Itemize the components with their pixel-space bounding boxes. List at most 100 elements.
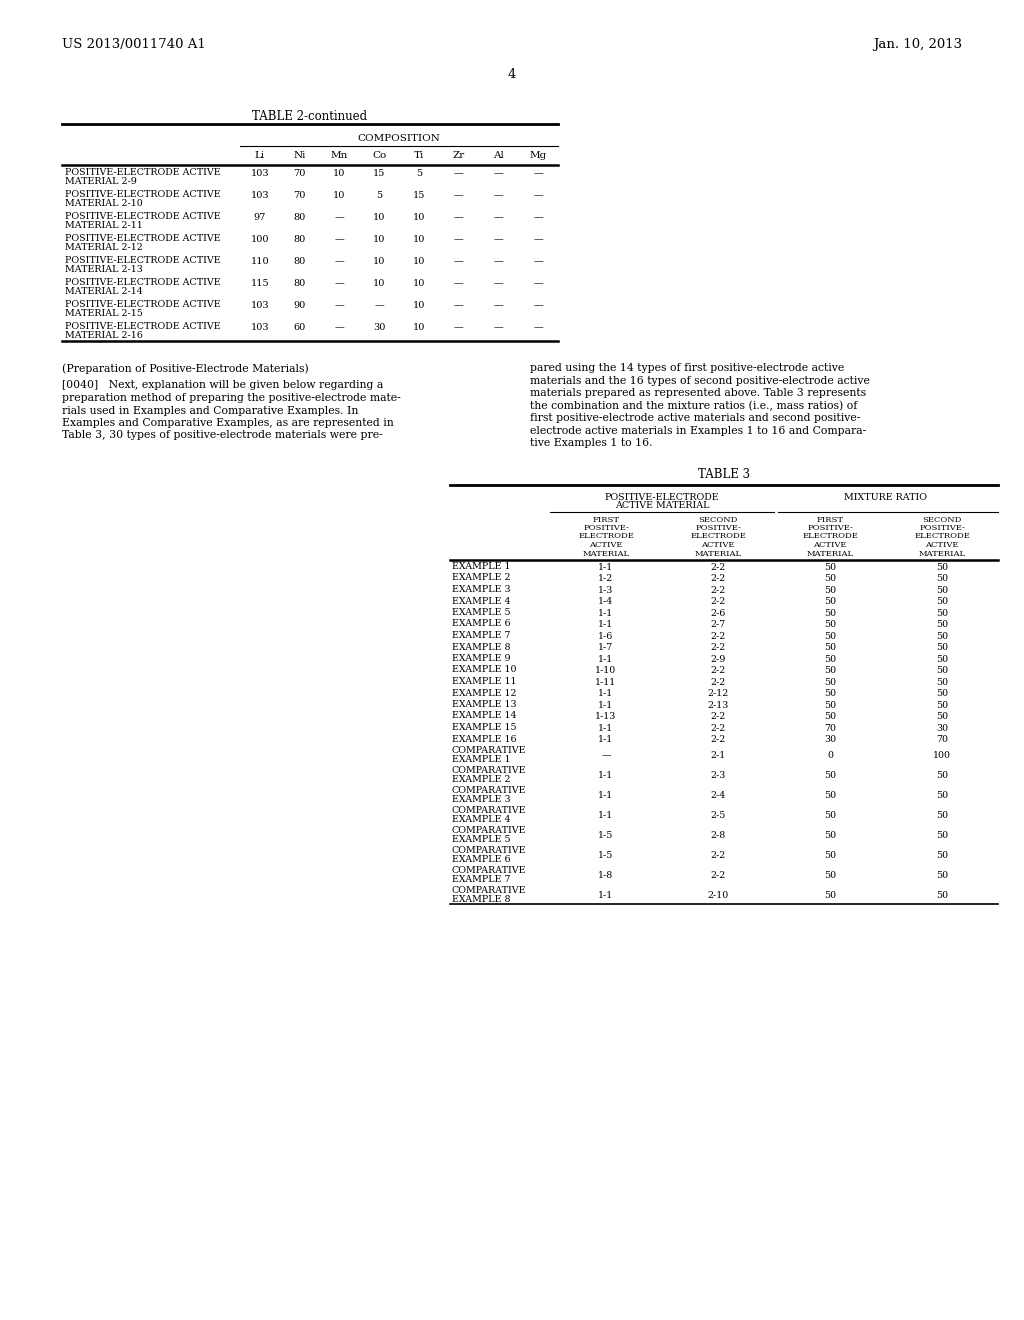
Text: 50: 50 [824,632,836,640]
Text: 2-9: 2-9 [711,655,726,664]
Text: ELECTRODE: ELECTRODE [690,532,745,540]
Text: —: — [534,169,543,178]
Text: MATERIAL 2-11: MATERIAL 2-11 [65,220,142,230]
Text: COMPARATIVE: COMPARATIVE [452,785,526,795]
Text: 1-1: 1-1 [598,701,613,710]
Text: 1-5: 1-5 [598,832,613,840]
Text: 2-2: 2-2 [711,667,726,676]
Text: 1-7: 1-7 [598,643,613,652]
Text: ELECTRODE: ELECTRODE [579,532,634,540]
Text: POSITIVE-: POSITIVE- [807,524,853,532]
Text: 1-1: 1-1 [598,891,613,900]
Text: Mg: Mg [529,150,547,160]
Text: EXAMPLE 5: EXAMPLE 5 [452,609,511,616]
Text: —: — [601,751,610,760]
Text: —: — [454,235,464,244]
Text: the combination and the mixture ratios (i.e., mass ratios) of: the combination and the mixture ratios (… [530,400,857,411]
Text: —: — [335,323,344,333]
Text: —: — [454,169,464,178]
Text: POSITIVE-: POSITIVE- [583,524,629,532]
Text: EXAMPLE 1: EXAMPLE 1 [452,562,511,572]
Text: 2-5: 2-5 [711,810,726,820]
Text: first positive-electrode active materials and second positive-: first positive-electrode active material… [530,413,860,422]
Text: 10: 10 [373,213,385,222]
Text: EXAMPLE 7: EXAMPLE 7 [452,875,511,884]
Text: 2-8: 2-8 [711,832,726,840]
Text: EXAMPLE 10: EXAMPLE 10 [452,665,516,675]
Text: COMPOSITION: COMPOSITION [357,135,440,143]
Text: EXAMPLE 5: EXAMPLE 5 [452,836,511,843]
Text: 50: 50 [936,632,948,640]
Text: 1-1: 1-1 [598,771,613,780]
Text: 50: 50 [824,689,836,698]
Text: SECOND: SECOND [923,516,962,524]
Text: 50: 50 [936,891,948,900]
Text: ACTIVE: ACTIVE [589,541,623,549]
Text: 50: 50 [936,871,948,880]
Text: 1-5: 1-5 [598,851,613,861]
Text: 115: 115 [251,279,269,288]
Text: 50: 50 [936,609,948,618]
Text: POSITIVE-ELECTRODE ACTIVE: POSITIVE-ELECTRODE ACTIVE [65,168,220,177]
Text: 50: 50 [936,689,948,698]
Text: 100: 100 [933,751,951,760]
Text: 2-6: 2-6 [711,609,726,618]
Text: (Preparation of Positive-Electrode Materials): (Preparation of Positive-Electrode Mater… [62,363,309,374]
Text: 2-1: 2-1 [711,751,726,760]
Text: —: — [534,235,543,244]
Text: POSITIVE-ELECTRODE ACTIVE: POSITIVE-ELECTRODE ACTIVE [65,213,220,220]
Text: MATERIAL: MATERIAL [583,549,630,557]
Text: 103: 103 [251,323,269,333]
Text: 2-3: 2-3 [711,771,726,780]
Text: 50: 50 [936,597,948,606]
Text: 2-2: 2-2 [711,574,726,583]
Text: 4: 4 [508,69,516,81]
Text: 103: 103 [251,191,269,201]
Text: 103: 103 [251,301,269,310]
Text: POSITIVE-ELECTRODE ACTIVE: POSITIVE-ELECTRODE ACTIVE [65,234,220,243]
Text: ELECTRODE: ELECTRODE [802,532,858,540]
Text: 50: 50 [824,832,836,840]
Text: 50: 50 [824,791,836,800]
Text: 50: 50 [936,574,948,583]
Text: EXAMPLE 6: EXAMPLE 6 [452,855,511,865]
Text: US 2013/0011740 A1: US 2013/0011740 A1 [62,38,206,51]
Text: 50: 50 [824,643,836,652]
Text: 0: 0 [827,751,833,760]
Text: 2-13: 2-13 [708,701,729,710]
Text: EXAMPLE 4: EXAMPLE 4 [452,597,511,606]
Text: 70: 70 [294,169,306,178]
Text: 10: 10 [373,279,385,288]
Text: preparation method of preparing the positive-electrode mate-: preparation method of preparing the posi… [62,393,400,403]
Text: 2-4: 2-4 [711,791,726,800]
Text: 70: 70 [936,735,948,744]
Text: EXAMPLE 3: EXAMPLE 3 [452,585,511,594]
Text: COMPARATIVE: COMPARATIVE [452,766,526,775]
Text: MATERIAL: MATERIAL [919,549,966,557]
Text: EXAMPLE 8: EXAMPLE 8 [452,895,511,904]
Text: Zr: Zr [453,150,465,160]
Text: 50: 50 [936,620,948,630]
Text: —: — [534,323,543,333]
Text: ACTIVE: ACTIVE [701,541,735,549]
Text: 5: 5 [416,169,422,178]
Text: —: — [374,301,384,310]
Text: 103: 103 [251,169,269,178]
Text: 1-1: 1-1 [598,689,613,698]
Text: 2-2: 2-2 [711,735,726,744]
Text: COMPARATIVE: COMPARATIVE [452,826,526,836]
Text: 2-2: 2-2 [711,562,726,572]
Text: POSITIVE-ELECTRODE ACTIVE: POSITIVE-ELECTRODE ACTIVE [65,300,220,309]
Text: materials prepared as represented above. Table 3 represents: materials prepared as represented above.… [530,388,866,399]
Text: 2-10: 2-10 [708,891,729,900]
Text: 50: 50 [936,677,948,686]
Text: 30: 30 [373,323,385,333]
Text: 10: 10 [413,279,425,288]
Text: COMPARATIVE: COMPARATIVE [452,866,526,875]
Text: 1-2: 1-2 [598,574,613,583]
Text: 50: 50 [824,677,836,686]
Text: 1-1: 1-1 [598,562,613,572]
Text: 1-1: 1-1 [598,723,613,733]
Text: Li: Li [255,150,265,160]
Text: EXAMPLE 2: EXAMPLE 2 [452,775,511,784]
